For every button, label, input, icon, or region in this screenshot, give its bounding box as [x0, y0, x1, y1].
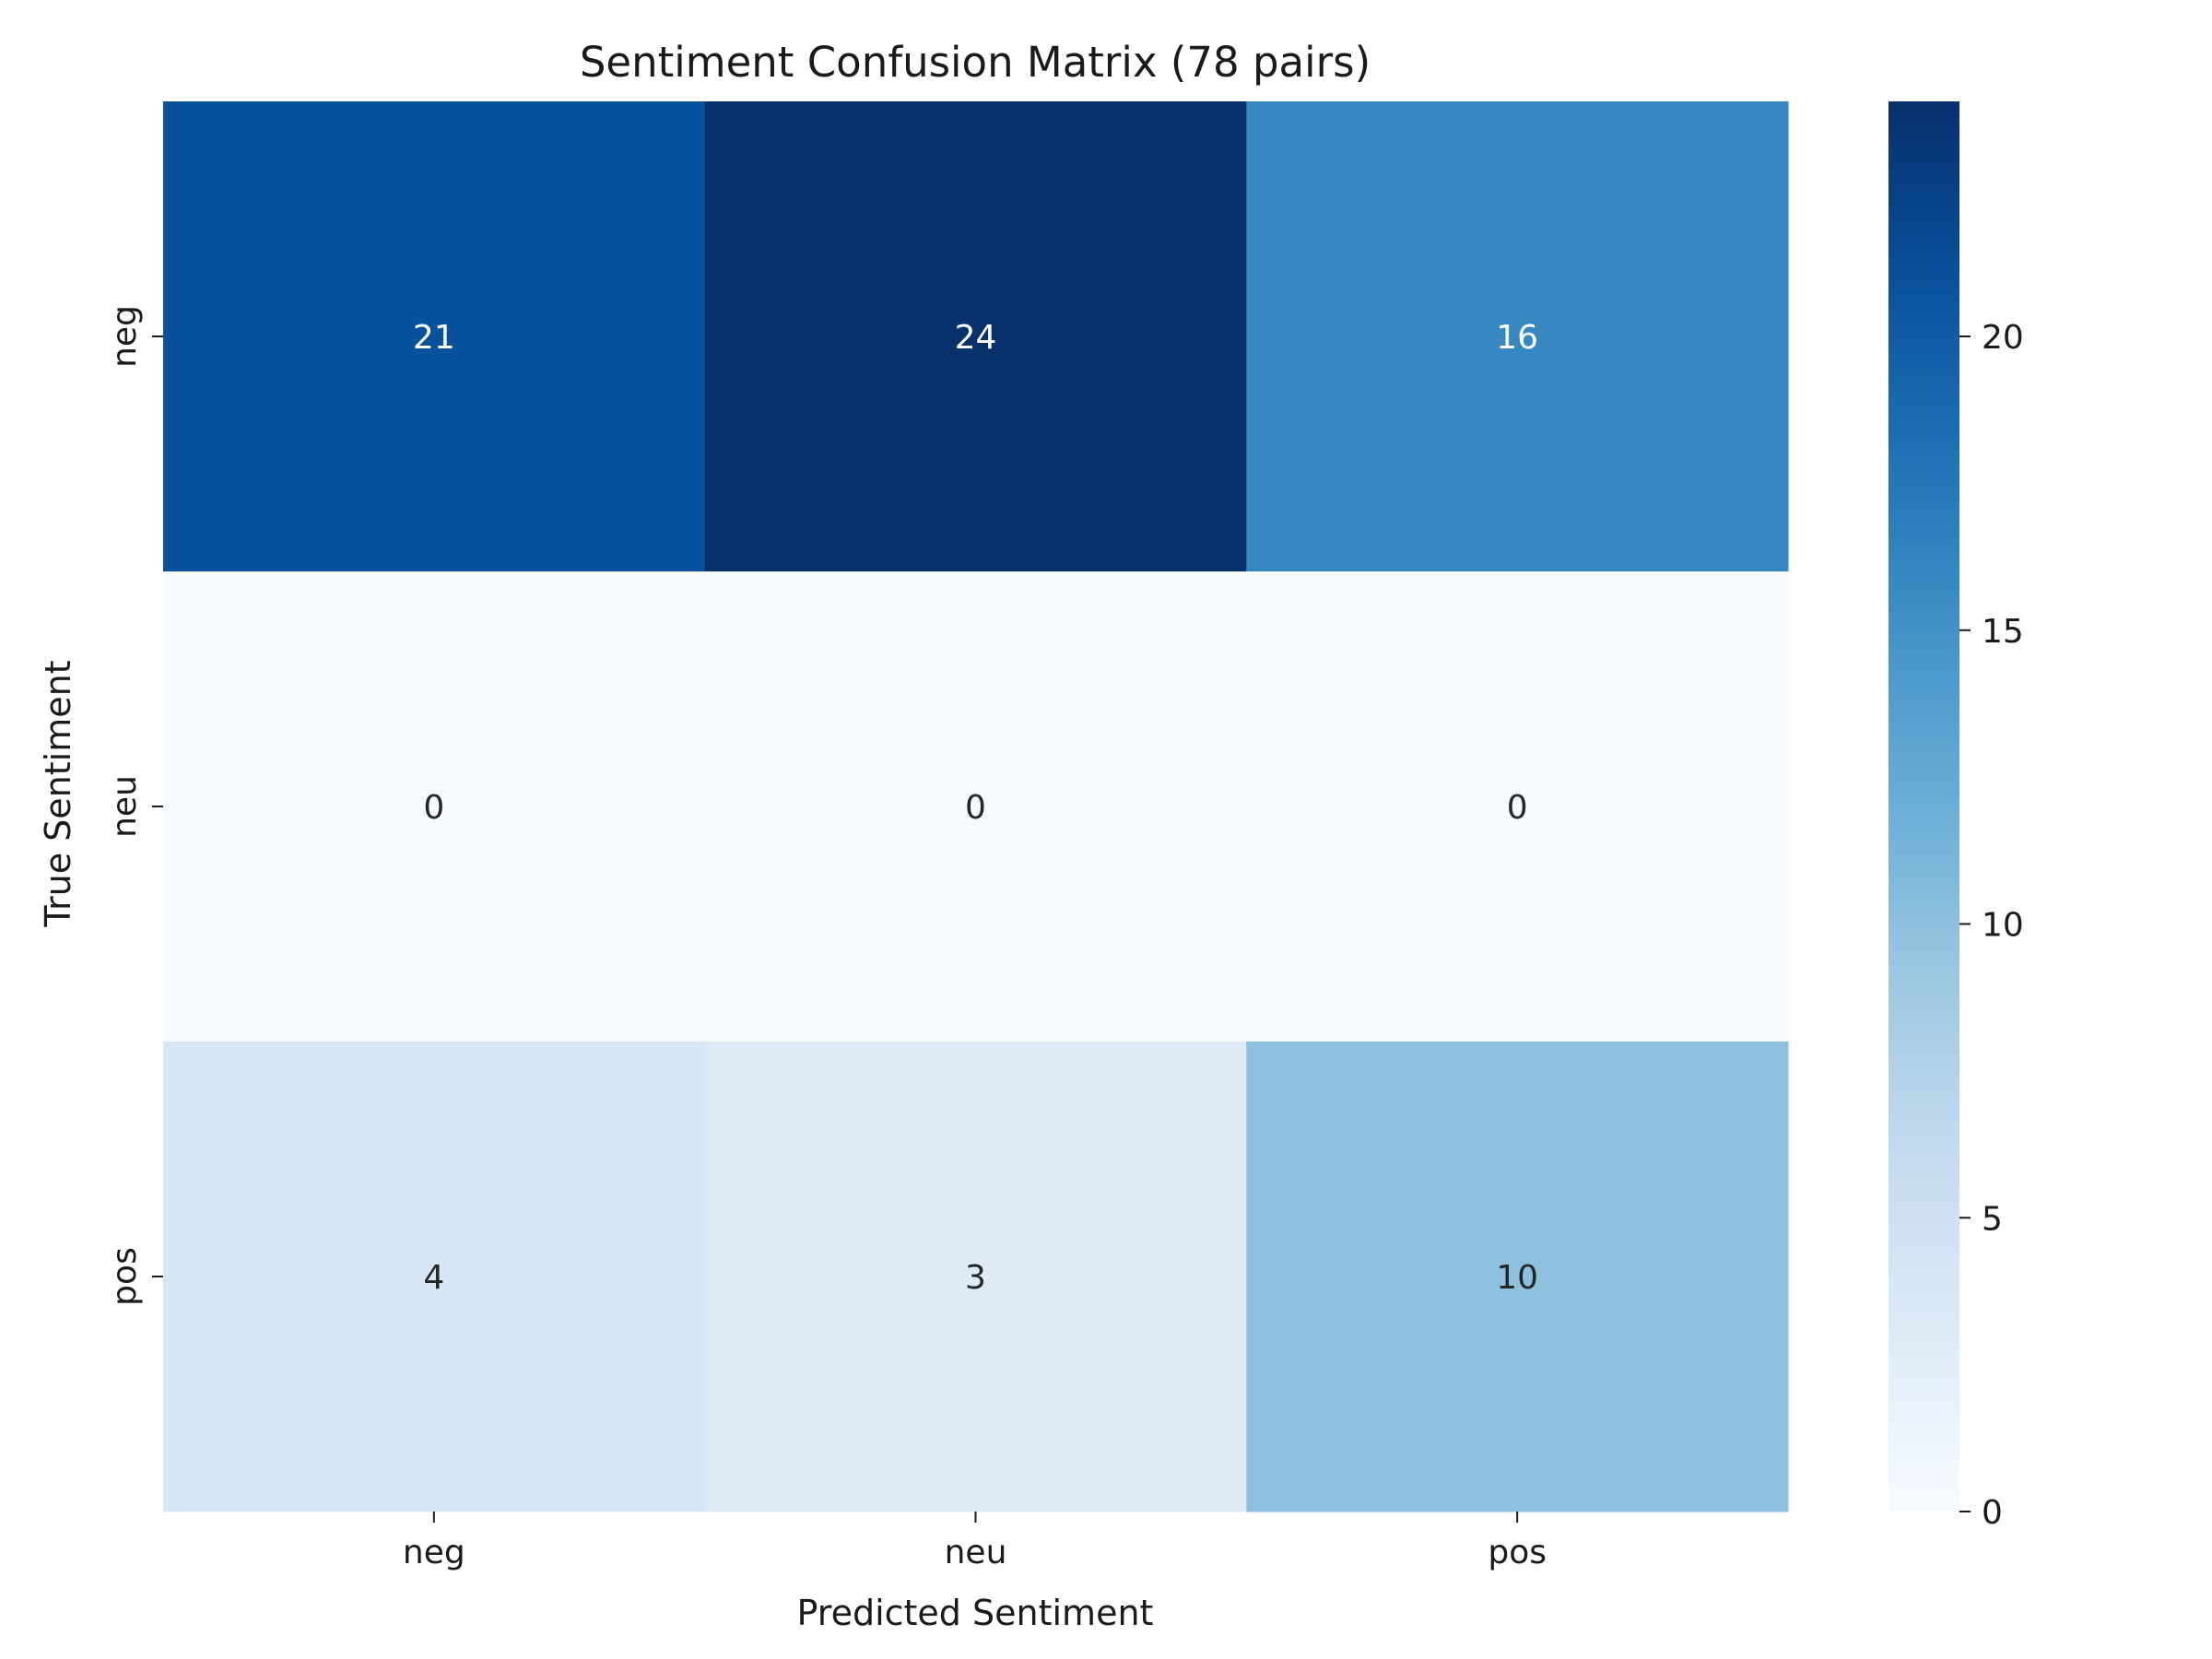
cell-value-label: 10: [1496, 1259, 1538, 1297]
x-tick-label-neu: neu: [945, 1534, 1007, 1571]
chart-title: Sentiment Confusion Matrix (78 pairs): [580, 38, 1371, 87]
cell-value-label: 0: [1507, 789, 1528, 827]
colorbar-tick-label: 0: [1982, 1494, 2003, 1532]
heatmap-cell-pos-pos: [1246, 1041, 1789, 1512]
heatmap-cell-neg-pos: [1246, 101, 1789, 572]
cell-value-label: 21: [413, 319, 455, 357]
colorbar: [1888, 101, 1959, 1512]
y-axis-ticks: neg neu pos: [106, 305, 163, 1306]
x-tick-label-neg: neg: [403, 1534, 465, 1571]
x-axis-label: Predicted Sentiment: [797, 1593, 1154, 1633]
colorbar-tick-label: 10: [1982, 907, 2024, 945]
cell-value-label: 16: [1496, 319, 1538, 357]
cell-value-label: 24: [955, 319, 997, 357]
cell-value-label: 0: [423, 789, 444, 827]
colorbar-tick-label: 5: [1982, 1200, 2003, 1238]
y-tick-label-neg: neg: [106, 305, 144, 368]
cell-value-label: 4: [423, 1259, 444, 1297]
heatmap-cell-pos-neu: [704, 1041, 1247, 1512]
heatmap-cells: [163, 101, 1789, 1512]
cell-value-label: 0: [965, 789, 986, 827]
colorbar-ticks: 0 5 10 15 20: [1959, 319, 2024, 1532]
y-axis-label: True Sentiment: [38, 660, 78, 927]
cell-value-label: 3: [965, 1259, 986, 1297]
heatmap-cell-pos-neg: [163, 1041, 706, 1512]
heatmap-cell-neu-neg: [163, 571, 706, 1042]
heatmap-cell-neg-neu: [704, 101, 1247, 572]
y-tick-label-pos: pos: [106, 1247, 144, 1306]
x-tick-label-pos: pos: [1488, 1534, 1547, 1571]
y-tick-label-neu: neu: [106, 775, 144, 838]
heatmap-cell-neu-pos: [1246, 571, 1789, 1042]
colorbar-tick-label: 20: [1982, 319, 2024, 357]
heatmap-cell-neu-neu: [704, 571, 1247, 1042]
x-axis-ticks: neg neu pos: [403, 1512, 1547, 1571]
colorbar-tick-label: 15: [1982, 613, 2024, 651]
heatmap-cell-labels: 21 24 16 0 0 0 4 3 10: [413, 319, 1538, 1297]
heatmap-cell-neg-neg: [163, 101, 706, 572]
